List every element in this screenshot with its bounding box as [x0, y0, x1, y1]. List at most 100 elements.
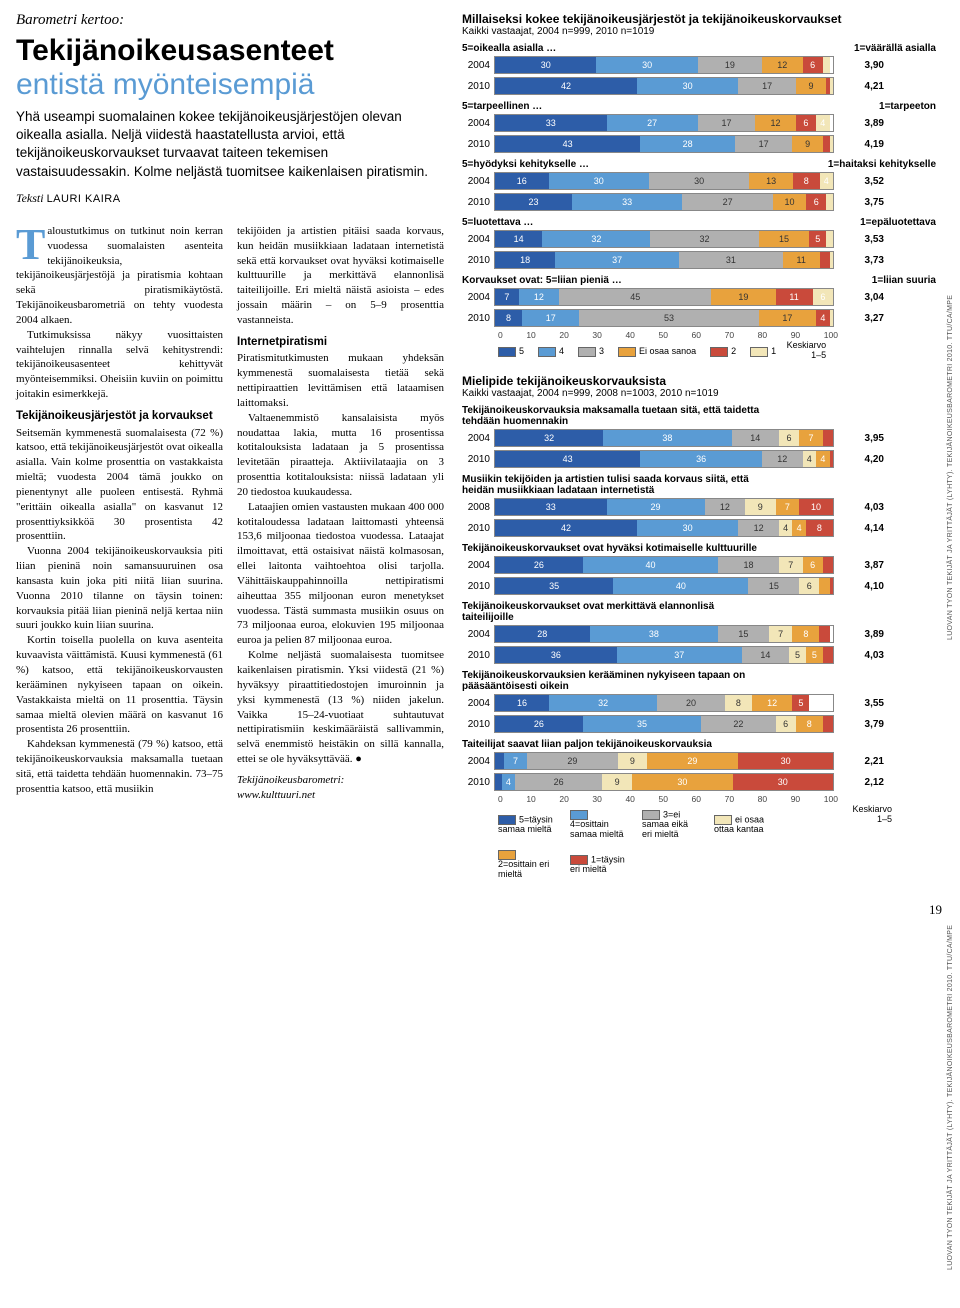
chart-avg-value: 3,90	[834, 60, 884, 71]
chart-bar-segment: 30	[649, 173, 749, 189]
footer-link: Tekijänoikeusbarometri: www.kulttuuri.ne…	[237, 773, 444, 803]
chart-bar-segment: 43	[495, 451, 640, 467]
chart-stacked-bar: 28381578	[494, 625, 834, 643]
chart-bar-segment: 32	[650, 231, 758, 247]
chart-bar-segment: 18	[718, 557, 779, 573]
chart-bar-segment: 15	[718, 626, 769, 642]
chart-bar-segment: 30	[733, 774, 833, 790]
chart-legend-item: 4	[538, 346, 564, 357]
chart-bar-segment: 7	[769, 626, 793, 642]
chart-bar-row: 2004264018763,87	[462, 556, 936, 574]
chart-group-heading: 5=luotettava …1=epäluotettava	[462, 217, 936, 228]
chart-bar-segment: 33	[495, 115, 607, 131]
chart-stacked-bar: 423012448	[494, 519, 834, 537]
chart-bar-segment	[823, 57, 830, 73]
chart-bar-segment: 9	[618, 753, 646, 769]
chart-bar-segment: 38	[603, 430, 731, 446]
chart-bar-segment: 4	[816, 451, 830, 467]
chart-year-label: 2010	[462, 197, 494, 208]
para: Kortin toisella puolella on kuva asentei…	[16, 633, 223, 737]
chart-legend-swatch	[750, 347, 768, 357]
chart-bar-segment: 29	[527, 753, 619, 769]
chart-xtick: 60	[692, 794, 701, 804]
chart-group-heading: Korvaukset ovat: 5=liian pieniä …1=liian…	[462, 275, 936, 286]
chart-1: Millaiseksi kokee tekijänoikeusjärjestöt…	[462, 12, 936, 360]
chart-legend-right: Keskiarvo 1–5	[842, 804, 892, 824]
chart-bar-row: 2010363714554,03	[462, 646, 936, 664]
chart-bar-segment: 53	[579, 310, 758, 326]
chart-avg-value: 3,04	[834, 292, 884, 303]
chart-legend-item: ei osaa ottaa kantaa	[714, 815, 772, 835]
chart-bar-segment: 16	[495, 695, 549, 711]
chart-bar-segment: 30	[637, 520, 738, 536]
chart-bar-segment	[830, 451, 833, 467]
chart-year-label: 2004	[462, 629, 494, 640]
chart-avg-value: 3,52	[834, 176, 884, 187]
chart-bar-segment	[495, 774, 502, 790]
chart-bar-segment: 26	[495, 557, 583, 573]
chart-group-heading: Tekijänoikeuskorvaukset ovat hyväksi kot…	[462, 543, 936, 554]
chart-bar-segment: 12	[738, 520, 779, 536]
chart-avg-value: 3,79	[834, 719, 884, 730]
chart-bar-segment: 36	[640, 451, 762, 467]
chart-bar-segment: 30	[637, 78, 738, 94]
chart-bar-segment: 40	[613, 578, 748, 594]
chart-bar-segment: 16	[495, 173, 549, 189]
chart-bar-segment: 17	[759, 310, 816, 326]
chart-bar-segment: 7	[504, 753, 526, 769]
chart-bar-segment: 4	[502, 774, 515, 790]
chart-bar-segment: 12	[752, 695, 793, 711]
chart-year-label: 2004	[462, 176, 494, 187]
chart-year-label: 2010	[462, 313, 494, 324]
chart-bar-row: 201035401564,10	[462, 577, 936, 595]
chart-bar-segment: 33	[495, 499, 607, 515]
chart-bar-segment	[819, 578, 829, 594]
chart-bar-segment: 30	[549, 173, 649, 189]
chart-xtick: 50	[659, 330, 668, 340]
chart-bar-segment	[826, 231, 833, 247]
chart-bar-row: 200416322081253,55	[462, 694, 936, 712]
chart-xtick: 100	[824, 794, 838, 804]
chart-bar-segment: 10	[773, 194, 806, 210]
chart-legend-swatch	[498, 347, 516, 357]
chart-bar-segment: 42	[495, 520, 637, 536]
chart-avg-value: 4,03	[834, 502, 884, 513]
chart-xtick: 40	[625, 794, 634, 804]
chart-legend-swatch	[578, 347, 596, 357]
chart-xtick: 10	[526, 330, 535, 340]
chart-year-label: 2010	[462, 523, 494, 534]
chart-year-label: 2010	[462, 255, 494, 266]
chart-legend-swatch	[570, 810, 588, 820]
chart-legend-swatch	[710, 347, 728, 357]
chart-bar-segment: 17	[522, 310, 579, 326]
chart-bar-segment: 8	[796, 716, 823, 732]
chart-bar-segment: 4	[792, 520, 806, 536]
chart-bar-segment: 27	[682, 194, 772, 210]
para: Piratismitutkimusten mukaan yhdeksän kym…	[237, 351, 444, 410]
chart-legend-swatch	[498, 850, 516, 860]
chart-bar-segment: 30	[632, 774, 732, 790]
chart-xtick: 10	[526, 794, 535, 804]
chart-stacked-bar: 3327171264	[494, 114, 834, 132]
chart-bar-row: 20104230124484,14	[462, 519, 936, 537]
chart-legend-item: 1	[750, 346, 776, 357]
chart-avg-value: 2,21	[834, 756, 884, 767]
chart-bar-segment: 6	[803, 557, 823, 573]
chart-bar-segment: 18	[495, 252, 555, 268]
chart-bar-segment: 17	[735, 136, 792, 152]
chart-year-label: 2004	[462, 698, 494, 709]
chart-stacked-bar: 303019126	[494, 56, 834, 74]
chart-bar-segment: 11	[783, 252, 820, 268]
chart-year-label: 2010	[462, 81, 494, 92]
chart-bar-row: 201043281794,19	[462, 135, 936, 153]
chart-year-label: 2010	[462, 454, 494, 465]
para: Vuonna 2004 tekijänoikeuskorvauksia piti…	[16, 544, 223, 633]
chart-stacked-bar: 72992930	[494, 752, 834, 770]
chart-xaxis: 0102030405060708090100	[462, 794, 838, 804]
chart-bar-segment: 6	[803, 57, 823, 73]
chart-bar-segment: 7	[779, 557, 803, 573]
chart-year-label: 2008	[462, 502, 494, 513]
chart-bar-segment	[826, 194, 833, 210]
chart-legend: 5=täysin samaa mieltä4=osittain samaa mi…	[462, 810, 842, 880]
byline-author: LAURI KAIRA	[47, 193, 121, 205]
